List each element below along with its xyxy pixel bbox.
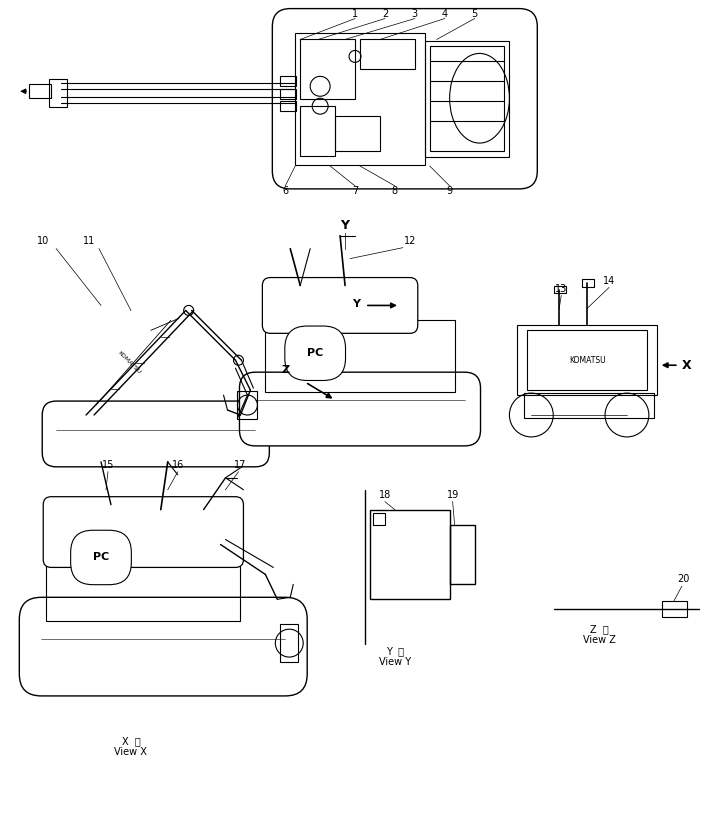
Text: Y: Y — [352, 299, 360, 309]
Text: PC: PC — [307, 349, 323, 359]
Text: 1: 1 — [352, 8, 358, 18]
Bar — [295, 34, 424, 165]
Text: KOMATSU: KOMATSU — [116, 349, 141, 375]
Bar — [46, 510, 240, 621]
Text: 15: 15 — [102, 460, 114, 470]
Bar — [360, 39, 414, 70]
Text: 19: 19 — [447, 489, 459, 499]
Text: 11: 11 — [83, 235, 95, 246]
FancyBboxPatch shape — [19, 597, 307, 696]
Text: 12: 12 — [404, 235, 416, 246]
Text: Y: Y — [341, 220, 350, 232]
Text: 18: 18 — [379, 489, 391, 499]
Text: 20: 20 — [678, 574, 690, 584]
Bar — [554, 286, 566, 293]
Bar — [662, 602, 687, 618]
Bar — [280, 624, 298, 662]
Bar — [300, 106, 335, 156]
Bar — [335, 116, 380, 151]
FancyBboxPatch shape — [42, 401, 270, 467]
Bar — [370, 510, 450, 599]
Bar — [527, 330, 647, 391]
Text: View X: View X — [115, 747, 147, 757]
Text: 10: 10 — [37, 235, 49, 246]
Text: Z  矢: Z 矢 — [589, 624, 609, 634]
Text: 13: 13 — [555, 283, 567, 293]
Bar — [265, 320, 455, 392]
Bar — [29, 85, 51, 98]
Bar — [49, 80, 67, 107]
Bar — [280, 90, 296, 99]
Bar — [424, 41, 509, 157]
Text: 8: 8 — [391, 186, 398, 196]
Bar — [524, 393, 654, 418]
Text: 9: 9 — [447, 186, 452, 196]
Text: 3: 3 — [412, 8, 418, 18]
Text: View Z: View Z — [583, 635, 615, 645]
Text: 4: 4 — [442, 8, 447, 18]
Bar — [582, 278, 594, 287]
FancyBboxPatch shape — [239, 372, 480, 446]
Bar — [280, 101, 296, 111]
Text: 6: 6 — [282, 186, 288, 196]
Text: 5: 5 — [471, 8, 478, 18]
FancyBboxPatch shape — [262, 277, 418, 334]
Text: 16: 16 — [171, 460, 184, 470]
Text: X: X — [682, 359, 691, 372]
Bar — [450, 525, 475, 584]
Text: View Y: View Y — [379, 657, 411, 667]
Text: 17: 17 — [234, 460, 247, 470]
Bar — [300, 39, 355, 99]
Text: 2: 2 — [381, 8, 388, 18]
Text: 14: 14 — [603, 276, 615, 286]
Bar — [280, 76, 296, 86]
Bar — [518, 325, 657, 395]
Text: X  矢: X 矢 — [121, 736, 141, 746]
Text: Y  矢: Y 矢 — [386, 646, 404, 656]
FancyBboxPatch shape — [272, 8, 537, 189]
Text: KOMATSU: KOMATSU — [569, 355, 605, 365]
FancyBboxPatch shape — [43, 497, 244, 567]
Text: Z: Z — [281, 365, 290, 375]
Text: 7: 7 — [352, 186, 358, 196]
Bar — [373, 513, 385, 525]
Text: PC: PC — [93, 552, 109, 562]
Bar — [237, 391, 257, 419]
